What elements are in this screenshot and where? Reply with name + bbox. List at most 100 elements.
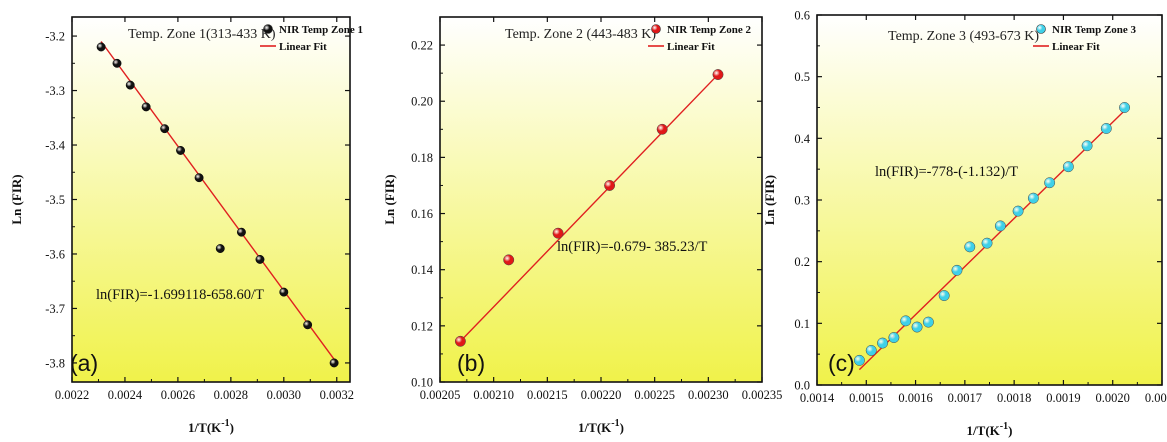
y-tick-label: 0.10 (411, 376, 433, 390)
legend-label-fit: Linear Fit (1052, 41, 1100, 53)
linear-fit-line (858, 110, 1126, 371)
data-point (160, 124, 170, 134)
legend: NIR Temp Zone 3 Linear Fit (1033, 24, 1137, 53)
legend-label-fit: Linear Fit (279, 41, 327, 53)
data-point (900, 315, 912, 327)
data-point (712, 69, 724, 81)
legend: NIR Temp Zone 1 Linear Fit (260, 24, 363, 53)
x-tick-label: 0.00210 (473, 388, 514, 402)
x-axis-label: 1/T(K-1) (967, 421, 1013, 438)
y-tick-label: -3.2 (45, 30, 65, 44)
data-point (552, 227, 564, 239)
data-point (96, 42, 106, 52)
panel-label: (b) (457, 350, 485, 376)
data-point (938, 290, 950, 302)
y-axis-label: Ln (FIR) (762, 175, 777, 225)
x-tick-label: 0.0015 (849, 391, 883, 405)
x-axis-label-end: ) (1008, 423, 1012, 438)
legend: NIR Temp Zone 2 Linear Fit (648, 24, 752, 53)
x-tick-label: 0.00215 (527, 388, 568, 402)
data-point (922, 316, 934, 328)
x-tick-label: 0.00205 (420, 388, 461, 402)
chart-panel-3: 0.0014 0.0015 0.0016 0.0017 0.0018 0.0019 0.00… (762, 9, 1167, 439)
legend-label-series: NIR Temp Zone 2 (667, 24, 752, 36)
y-axis-label: Ln (FIR) (382, 174, 397, 224)
x-axis-label-superscript: -1 (611, 418, 619, 429)
data-point (951, 264, 963, 276)
x-axis-label-end: ) (230, 420, 234, 435)
data-point (1081, 140, 1093, 152)
y-tick-label: 0.6 (794, 9, 810, 23)
legend-marker (263, 24, 273, 34)
data-point (1027, 192, 1039, 204)
x-tick-label: 0.0014 (800, 391, 835, 405)
x-tick-label: 0.0017 (948, 391, 982, 405)
data-point (604, 180, 616, 191)
legend-label-fit: Linear Fit (667, 41, 715, 53)
linear-fit-line (459, 74, 719, 342)
y-tick-label: 0.2 (794, 255, 810, 269)
data-point (981, 237, 993, 249)
data-point (1062, 161, 1074, 173)
data-point (303, 320, 313, 330)
y-tick-label: 0.0 (794, 379, 810, 393)
x-axis-label: 1/T(K-1) (578, 418, 624, 435)
data-point (964, 241, 976, 253)
x-tick-label: 0.00225 (634, 388, 675, 402)
y-tick-label: 0.4 (794, 132, 810, 146)
chart-panel-1: 0.0022 0.0024 0.0026 0.0028 0.0030 0.0032 -3.2… (9, 16, 363, 435)
y-tick-label: -3.7 (45, 302, 65, 316)
data-point (911, 321, 923, 333)
y-tick-label: 0.3 (794, 194, 810, 208)
x-tick-label: 0.0022 (55, 388, 89, 402)
x-tick-label: 0.0026 (161, 388, 195, 402)
x-tick-label: 0.0028 (214, 388, 248, 402)
y-tick-label: 0.18 (411, 151, 433, 165)
y-tick-label: 0.16 (411, 207, 433, 221)
data-point (853, 354, 865, 366)
data-point (112, 58, 122, 68)
data-point (656, 123, 668, 135)
legend-marker (1036, 24, 1046, 34)
y-tick-label: -3.3 (45, 84, 65, 98)
x-tick-label: 0.0018 (997, 391, 1031, 405)
x-axis-label-end: ) (620, 420, 624, 435)
plot-background (72, 17, 350, 382)
x-axis-label-main: 1/T(K (967, 423, 1001, 438)
data-point (865, 345, 877, 356)
x-tick-label: 0.00235 (742, 388, 783, 402)
plot-background (817, 15, 1162, 385)
fit-equation: ln(FIR)=-0.679- 385.23/T (557, 239, 707, 255)
data-point (329, 358, 339, 368)
data-point (279, 287, 289, 297)
data-point (1100, 123, 1112, 134)
x-tick-label: 0.0032 (320, 388, 354, 402)
panel-label: (c) (828, 350, 855, 376)
data-point (215, 244, 225, 253)
x-axis-label-main: 1/T(K (578, 420, 612, 435)
x-axis-label-superscript: -1 (1000, 421, 1008, 432)
data-point (1044, 177, 1056, 189)
legend-marker (651, 24, 661, 34)
fit-equation: ln(FIR)=-1.699118-658.60/T (96, 287, 264, 303)
plot-background (440, 17, 762, 382)
data-point (454, 335, 466, 347)
data-point (503, 254, 515, 266)
y-tick-label: 0.14 (411, 263, 434, 277)
data-point (1119, 102, 1130, 113)
data-point (125, 80, 135, 90)
data-point (194, 173, 204, 183)
x-tick-label: 0.0020 (1096, 391, 1130, 405)
x-tick-label: 0.0019 (1046, 391, 1080, 405)
y-tick-label: 0.20 (411, 95, 433, 109)
y-tick-label: -3.5 (45, 193, 65, 207)
data-point (141, 102, 151, 112)
x-axis-label-main: 1/T(K (188, 420, 222, 435)
y-tick-label: 0.5 (794, 70, 810, 84)
zone-title: Temp. Zone 3 (493-673 K) (888, 29, 1039, 44)
y-tick-label: -3.6 (45, 247, 65, 261)
x-tick-label: 0.0016 (898, 391, 932, 405)
x-tick-label: 0.0021 (1145, 391, 1167, 405)
y-tick-label: 0.12 (411, 319, 433, 333)
panel-label: (a) (70, 350, 98, 376)
